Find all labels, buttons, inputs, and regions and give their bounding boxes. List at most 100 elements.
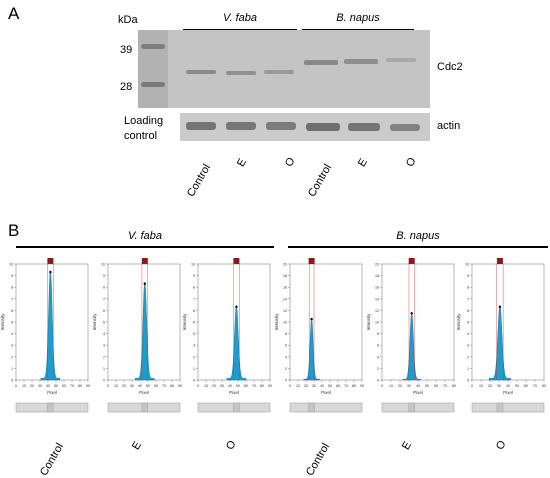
y-tick-label: 10 — [465, 263, 469, 267]
x-tick-label: 80 — [542, 384, 546, 388]
peak-point — [49, 270, 52, 274]
selection-handle — [47, 258, 54, 264]
actin-band-3 — [266, 122, 296, 130]
y-tick-label: 8 — [11, 286, 13, 290]
x-tick-label: 80 — [260, 384, 264, 388]
peak-point — [310, 317, 313, 321]
x-tick-label: 70 — [70, 384, 74, 388]
x-tick-label: 0 — [107, 384, 109, 388]
y-tick-label: 4 — [285, 355, 287, 359]
x-tick-label: 50 — [328, 384, 332, 388]
y-tick-label: 8 — [193, 286, 195, 290]
x-tick-label: 20 — [30, 384, 34, 388]
cdc2-blot-image — [138, 30, 430, 108]
lane-b-6: O — [494, 438, 509, 452]
x-tick-label: 90 — [178, 384, 182, 388]
lane-strip-band — [47, 402, 54, 413]
lane-a-6: O — [404, 155, 419, 169]
plot-frame — [289, 263, 363, 381]
x-tick-label: 10 — [389, 384, 393, 388]
x-tick-label: 0 — [471, 384, 473, 388]
density-chart-3: 0 1 2 3 4 5 6 7 8 9 10 0 10 20 30 40 50 60 70 80 90 Pixel Inte… — [182, 258, 272, 413]
x-tick-label: 70 — [344, 384, 348, 388]
selection-handle — [308, 258, 315, 264]
x-tick-label: 50 — [425, 384, 429, 388]
y-axis-label: Intensity — [456, 313, 461, 331]
group-bar-vfaba-b — [16, 246, 274, 248]
actin-blot-image — [180, 113, 430, 141]
lane-b-4: Control — [304, 441, 333, 478]
y-tick-label: 20 — [283, 263, 287, 267]
x-tick-label: 50 — [146, 384, 150, 388]
x-tick-label: 90 — [86, 384, 90, 388]
peak-point — [143, 282, 146, 285]
lane-b-1: Control — [38, 441, 67, 478]
x-tick-label: 20 — [304, 384, 308, 388]
y-tick-label: 4 — [193, 332, 195, 336]
y-tick-label: 2 — [103, 355, 105, 359]
y-tick-label: 5 — [467, 321, 469, 325]
x-tick-label: 10 — [22, 384, 26, 388]
group-bar-bnapus-b — [288, 246, 548, 248]
x-tick-label: 10 — [114, 384, 118, 388]
group-bnapus-a: B. napus — [336, 12, 380, 24]
y-tick-label: 0 — [11, 379, 13, 383]
x-tick-label: 60 — [244, 384, 248, 388]
y-tick-label: 2 — [11, 355, 13, 359]
x-tick-label: 70 — [533, 384, 537, 388]
x-tick-label: 90 — [360, 384, 364, 388]
lane-b-5: E — [400, 439, 415, 452]
x-tick-label: 20 — [398, 384, 402, 388]
x-tick-label: 90 — [268, 384, 272, 388]
y-tick-label: 5 — [193, 321, 195, 325]
y-tick-label: 6 — [103, 309, 105, 313]
lane-b-2: E — [130, 439, 145, 452]
y-axis-label: Intensity — [182, 313, 187, 331]
y-tick-label: 4 — [103, 332, 105, 336]
x-tick-label: 30 — [38, 384, 42, 388]
x-tick-label: 80 — [170, 384, 174, 388]
y-tick-label: 14 — [283, 297, 287, 301]
x-axis-label: Pixel — [321, 390, 331, 395]
y-tick-label: 1 — [11, 367, 13, 371]
x-tick-label: 10 — [296, 384, 300, 388]
lane-a-5: E — [356, 156, 371, 169]
band-vf-o — [264, 70, 294, 74]
selection-handle — [408, 258, 415, 264]
x-tick-label: 30 — [312, 384, 316, 388]
x-tick-label: 70 — [162, 384, 166, 388]
y-tick-label: 0 — [285, 379, 287, 383]
y-tick-label: 5 — [11, 321, 13, 325]
band-bn-control — [304, 60, 338, 65]
y-tick-label: 3 — [103, 344, 105, 348]
y-tick-label: 14 — [375, 297, 379, 301]
x-axis-label: Pixel — [47, 390, 57, 395]
y-tick-label: 0 — [103, 379, 105, 383]
y-tick-label: 0 — [467, 379, 469, 383]
lane-strip-band — [141, 402, 149, 413]
marker-39: 39 — [120, 44, 133, 56]
y-tick-label: 9 — [103, 274, 105, 278]
peak-point — [410, 312, 413, 315]
y-tick-label: 8 — [285, 332, 287, 336]
x-tick-label: 70 — [443, 384, 447, 388]
band-bn-o — [386, 58, 416, 62]
x-tick-label: 0 — [289, 384, 291, 388]
plot-frame — [471, 263, 545, 381]
panel-a-letter: A — [8, 4, 20, 23]
x-tick-label: 20 — [122, 384, 126, 388]
peak-area — [226, 304, 247, 381]
x-tick-label: 20 — [488, 384, 492, 388]
y-tick-label: 8 — [103, 286, 105, 290]
actin-band-6 — [390, 124, 420, 131]
x-axis-label: Pixel — [503, 390, 513, 395]
x-tick-label: 60 — [524, 384, 528, 388]
lane-strip — [381, 402, 455, 413]
actin-band-5 — [348, 123, 380, 131]
y-tick-label: 6 — [377, 344, 379, 348]
y-tick-label: 3 — [11, 344, 13, 348]
loading-label-1: Loading — [124, 115, 164, 127]
band-vf-control — [186, 70, 216, 74]
y-tick-label: 20 — [375, 263, 379, 267]
y-tick-label: 9 — [467, 274, 469, 278]
